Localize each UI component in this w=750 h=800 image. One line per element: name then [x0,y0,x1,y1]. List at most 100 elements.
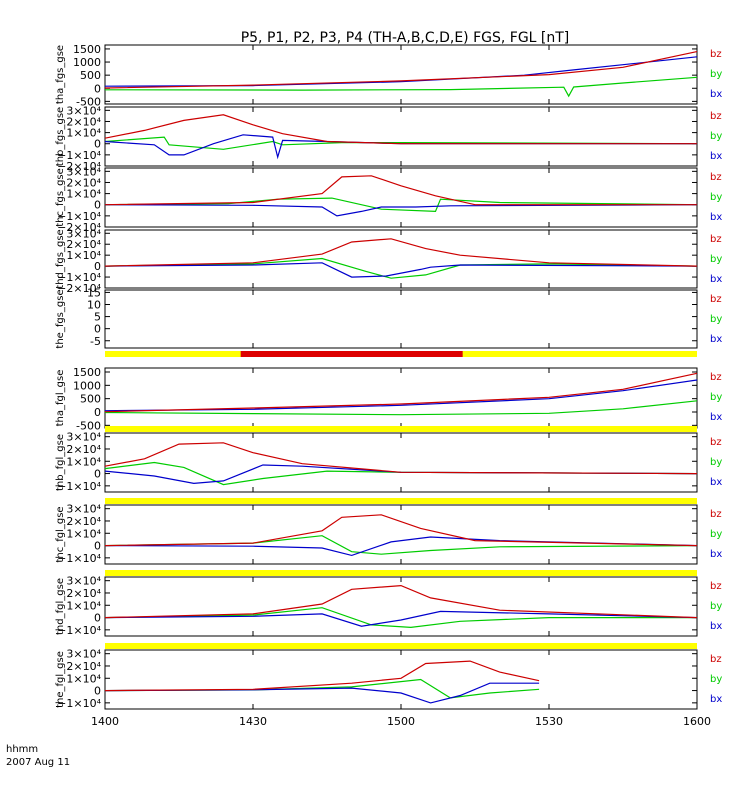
series-line-bx [104,204,698,217]
x-tick-label: 1500 [387,715,415,728]
legend-by: by [710,254,722,265]
y-tick-label: −1×10⁴ [57,552,101,565]
y-tick-label: 1500 [73,43,101,56]
legend-bz: bz [710,234,722,245]
y-tick-label: 2×10⁴ [66,238,101,251]
y-tick-label: 3×10⁴ [66,104,101,117]
y-tick-label: 1×10⁴ [66,455,101,468]
y-tick-label: 1×10⁴ [66,188,101,201]
y-tick-label: 2×10⁴ [66,176,101,189]
legend-by: by [710,392,722,403]
y-axis-label: thc_fgs_gse [55,168,66,227]
legend-by: by [710,69,722,80]
legend-by: by [710,131,722,142]
legend-bx: bx [710,212,722,223]
y-tick-label: 2×10⁴ [66,443,101,456]
series-line-by [104,400,698,416]
y-tick-label: −2×10⁴ [57,160,101,173]
y-tick-label: 3×10⁴ [66,431,101,444]
y-tick-label: -500 [76,419,101,432]
y-tick-label: 5 [94,311,101,324]
x-tick-label: 1530 [535,715,563,728]
legend-by: by [710,529,722,540]
legend-bz: bz [710,111,722,122]
legend-bx: bx [710,549,722,560]
data-availability-bar [105,570,697,576]
y-tick-label: 3×10⁴ [66,503,101,516]
y-tick-label: -5 [90,335,101,348]
y-tick-label: 2×10⁴ [66,587,101,600]
series-line-bz [104,584,698,619]
legend-bz: bz [710,654,722,665]
panel-frame [104,504,698,565]
y-tick-label: −1×10⁴ [57,271,101,284]
y-tick-label: −2×10⁴ [57,221,101,234]
legend-bx: bx [710,334,722,345]
y-axis-label: thb_fgs_gse [55,107,66,166]
y-tick-label: 0 [94,199,101,212]
data-availability-bar [105,426,697,432]
legend-by: by [710,314,722,325]
legend-by: by [710,192,722,203]
y-tick-label: 500 [80,69,101,82]
series-line-bz [104,114,697,145]
y-tick-label: 2×10⁴ [66,515,101,528]
panel-frame [104,229,698,289]
y-axis-label: tha_fgl_gse [55,370,66,427]
legend-bx: bx [710,151,722,162]
y-tick-label: 3×10⁴ [66,648,101,661]
panel-frame [104,167,698,228]
series-line-bx [104,56,698,87]
legend-bx: bx [710,412,722,423]
y-tick-label: 0 [94,406,101,419]
data-availability-bar [105,498,697,504]
y-tick-label: 3×10⁴ [66,575,101,588]
data-gap-bar [240,351,463,357]
y-tick-label: −1×10⁴ [57,697,101,710]
time-label: hhmm [6,744,38,755]
legend-bz: bz [710,581,722,592]
y-tick-label: −1×10⁴ [57,149,101,162]
y-tick-label: 0 [94,685,101,698]
y-tick-label: 1×10⁴ [66,672,101,685]
legend-bx: bx [710,89,722,100]
series-line-bx [104,682,540,704]
y-tick-label: 0 [94,612,101,625]
y-tick-label: 0 [94,260,101,273]
y-tick-label: -500 [76,95,101,108]
series-line-bz [104,442,698,475]
y-axis-label: thc_fgl_gse [55,506,66,562]
legend-by: by [710,601,722,612]
y-tick-label: −1×10⁴ [57,480,101,493]
y-axis-label: tha_fgs_gse [55,45,66,104]
legend-bz: bz [710,49,722,60]
y-tick-label: 3×10⁴ [66,165,101,178]
y-tick-label: 2×10⁴ [66,115,101,128]
y-tick-label: 0 [94,82,101,95]
panel-frame [104,649,698,710]
panel-frame [104,289,698,349]
legend-bx: bx [710,694,722,705]
series-line-by [104,607,697,629]
series-line-bx [104,610,698,627]
x-tick-label: 1400 [91,715,119,728]
panel-frame [104,106,698,167]
series-line-bx [104,379,698,412]
series-line-bz [104,372,698,413]
series-line-bz [104,238,698,267]
series-line-bz [104,51,698,89]
y-tick-label: 500 [80,393,101,406]
data-availability-bar [105,643,697,649]
y-tick-label: −1×10⁴ [57,210,101,223]
x-tick-label: 1600 [683,715,711,728]
